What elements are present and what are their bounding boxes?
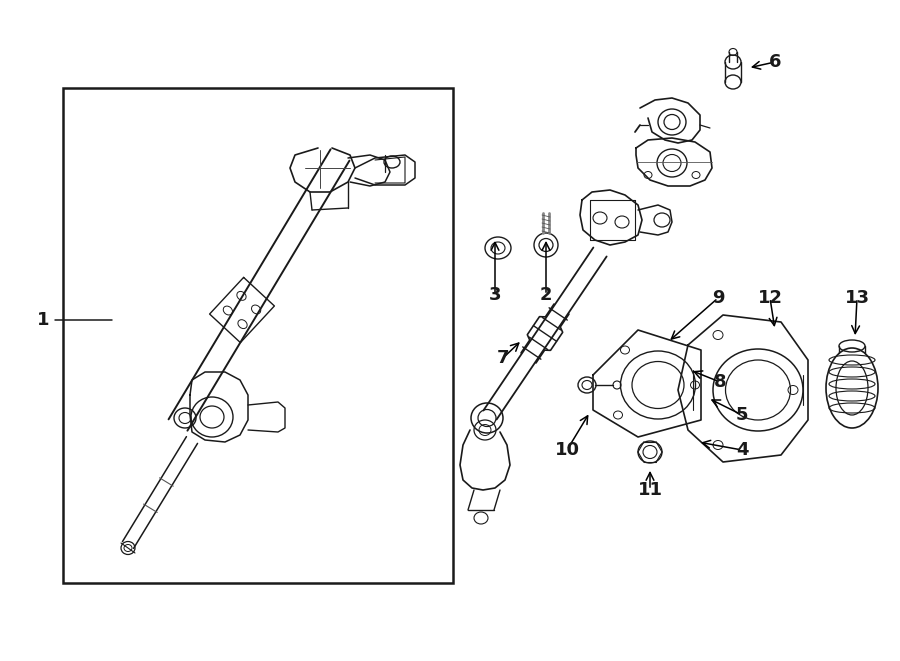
Text: 7: 7 <box>497 349 509 367</box>
Bar <box>63 88 453 583</box>
Text: 10: 10 <box>554 441 580 459</box>
Text: 3: 3 <box>489 286 501 304</box>
Text: 13: 13 <box>844 289 869 307</box>
Text: 8: 8 <box>714 373 726 391</box>
Text: 4: 4 <box>736 441 748 459</box>
Text: 1: 1 <box>37 311 50 329</box>
Text: 12: 12 <box>758 289 782 307</box>
Text: 2: 2 <box>540 286 553 304</box>
Text: 9: 9 <box>712 289 724 307</box>
Text: 6: 6 <box>769 53 781 71</box>
Text: 11: 11 <box>637 481 662 499</box>
Text: 5: 5 <box>736 406 748 424</box>
